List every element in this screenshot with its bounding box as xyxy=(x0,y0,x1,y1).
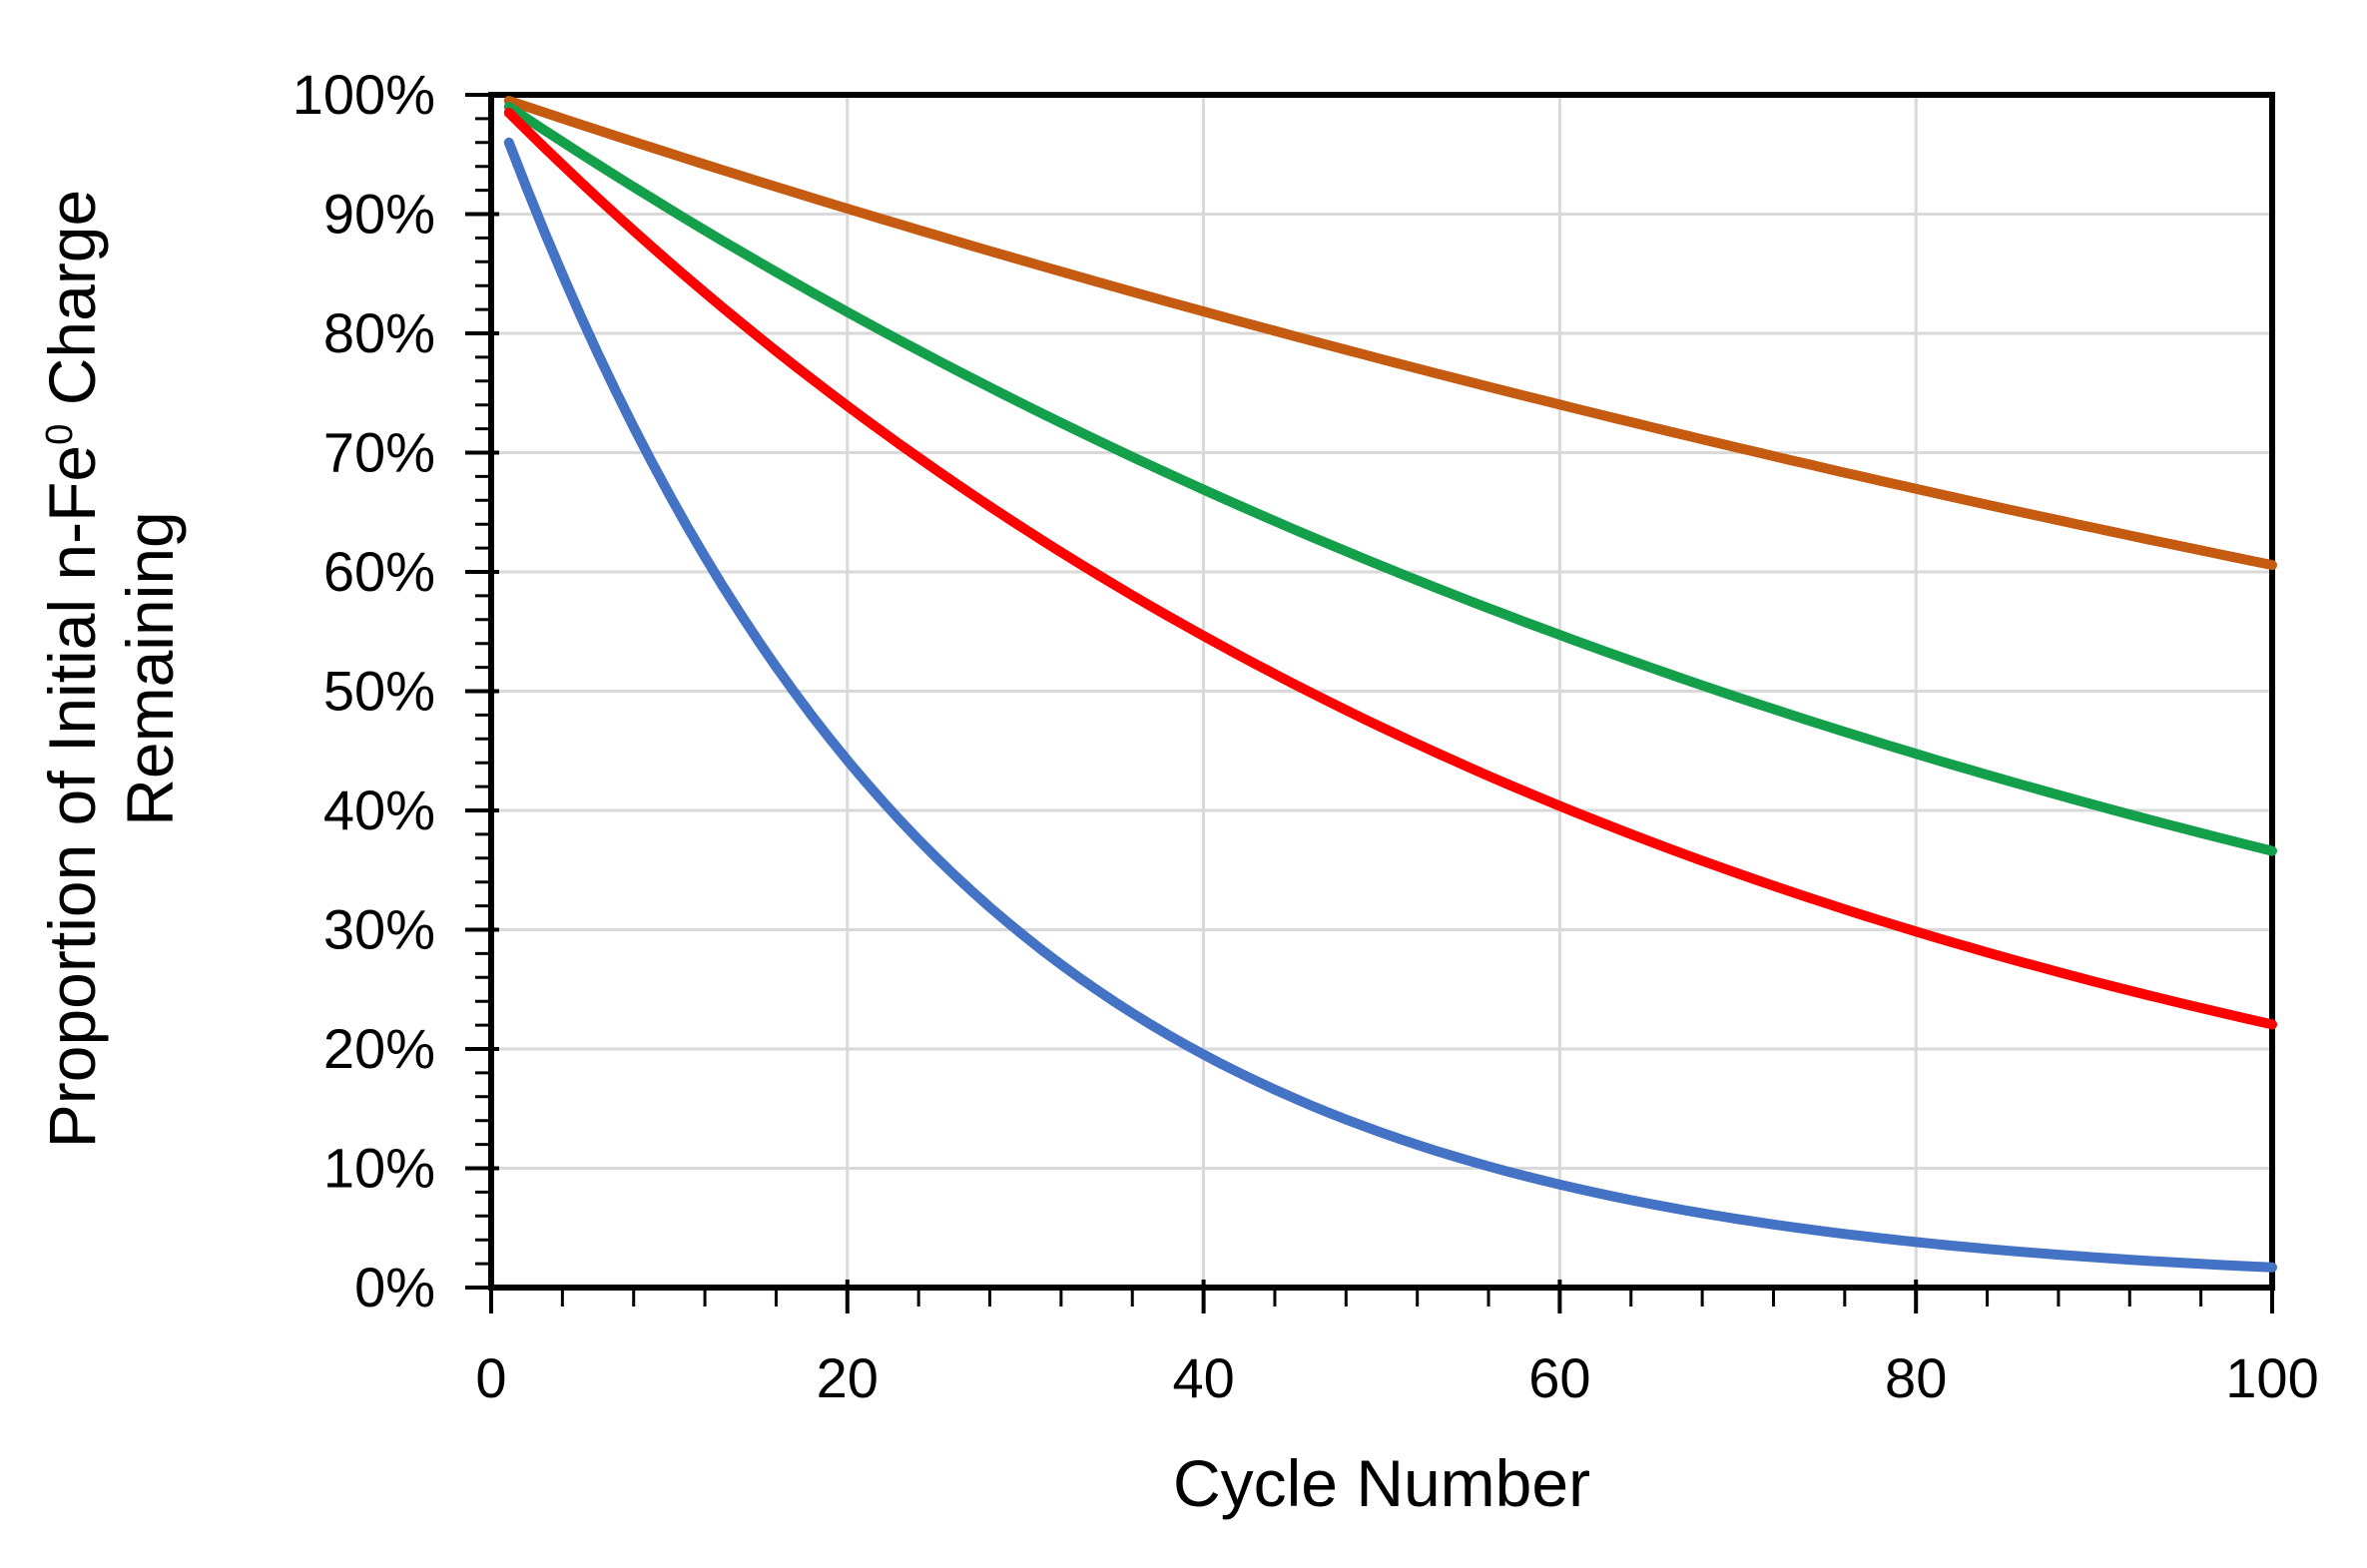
y-tick-label: 10% xyxy=(323,1137,435,1200)
x-tick-label: 100 xyxy=(2225,1346,2318,1409)
y-axis-title-line2: Remaining xyxy=(113,511,187,826)
y-tick-label: 60% xyxy=(323,540,435,603)
y-axis-title: Proportion of Initial n-Fe0 Charge Remai… xyxy=(34,190,190,1148)
y-tick-label: 30% xyxy=(323,898,435,961)
series-line-blue xyxy=(503,137,2277,1273)
x-tick-label: 80 xyxy=(1885,1346,1947,1409)
y-tick-label: 90% xyxy=(323,183,435,246)
series-line-brown xyxy=(503,96,2277,571)
x-tick-label: 20 xyxy=(817,1346,879,1409)
superscript-zero: 0 xyxy=(38,423,82,445)
x-tick-label: 0 xyxy=(475,1346,506,1409)
y-tick-label: 100% xyxy=(293,63,435,126)
x-axis-title: Cycle Number xyxy=(1172,1446,1591,1520)
series-line-red xyxy=(503,107,2277,1030)
y-tick-label: 80% xyxy=(323,301,435,364)
series-line-green xyxy=(503,102,2277,856)
y-tick-label: 70% xyxy=(323,421,435,484)
x-tick-label: 60 xyxy=(1528,1346,1590,1409)
y-tick-label: 40% xyxy=(323,779,435,841)
y-tick-label: 50% xyxy=(323,660,435,723)
y-tick-label: 20% xyxy=(323,1017,435,1080)
y-axis-title-line1: Proportion of Initial n-Fe0 Charge xyxy=(35,189,110,1149)
plot-border xyxy=(488,92,2275,1291)
x-tick-label: 40 xyxy=(1172,1346,1234,1409)
y-tick-label: 0% xyxy=(354,1256,435,1318)
